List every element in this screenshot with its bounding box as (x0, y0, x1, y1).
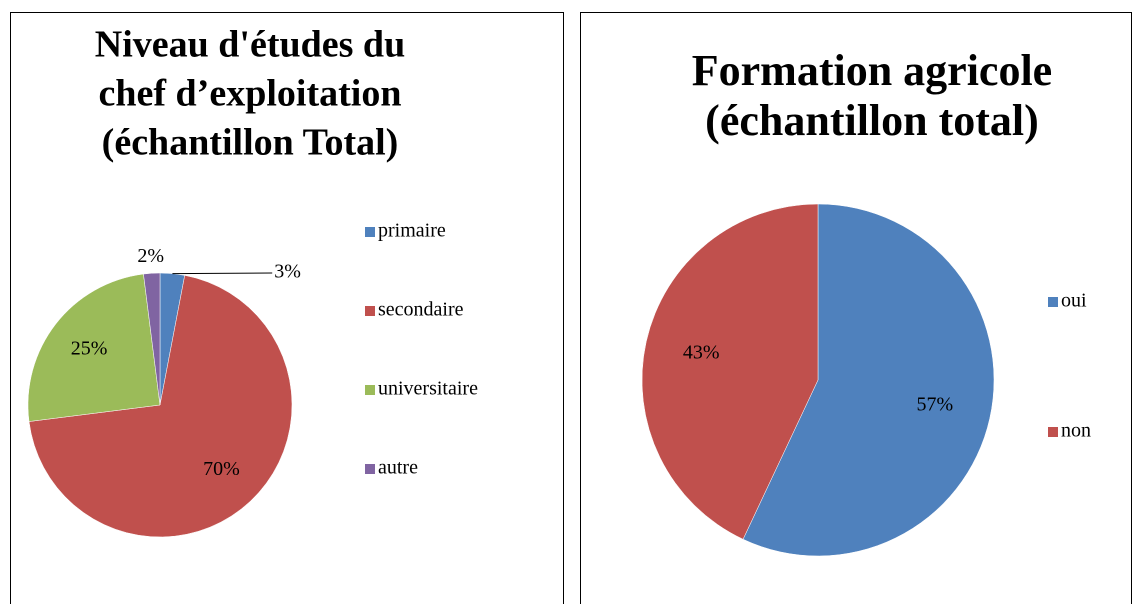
pie-slice (27, 273, 161, 422)
chart-frame (580, 12, 1132, 604)
data-label: 2% (137, 245, 164, 267)
legend-label: oui (1061, 290, 1087, 312)
chart-frame (10, 12, 564, 604)
data-label: 25% (71, 338, 108, 360)
pie-slice (641, 203, 819, 540)
legend-swatch (1048, 297, 1058, 307)
data-label: 43% (683, 341, 720, 363)
pie-slice (742, 203, 995, 557)
chart-title: chef d’exploitation (99, 73, 402, 115)
legend-label: non (1061, 420, 1091, 442)
legend-label: universitaire (378, 378, 478, 400)
legend-swatch (365, 464, 375, 474)
chart-title: (échantillon Total) (102, 122, 399, 164)
legend-swatch (1048, 427, 1058, 437)
leader-line (172, 272, 273, 275)
chart-title: Formation agricole (692, 46, 1052, 95)
legend-swatch (365, 306, 375, 316)
data-label: 70% (203, 458, 240, 480)
data-label: 57% (916, 394, 953, 416)
legend-swatch (365, 385, 375, 395)
legend-label: secondaire (378, 299, 464, 321)
legend-label: autre (378, 457, 418, 479)
chart-title: Niveau d'études du (95, 24, 405, 66)
legend-label: primaire (378, 220, 446, 242)
pie-slice (143, 272, 161, 406)
legend-swatch (365, 227, 375, 237)
chart-title: (échantillon total) (705, 96, 1039, 145)
data-label: 3% (274, 261, 301, 283)
pie-slice (28, 275, 293, 538)
